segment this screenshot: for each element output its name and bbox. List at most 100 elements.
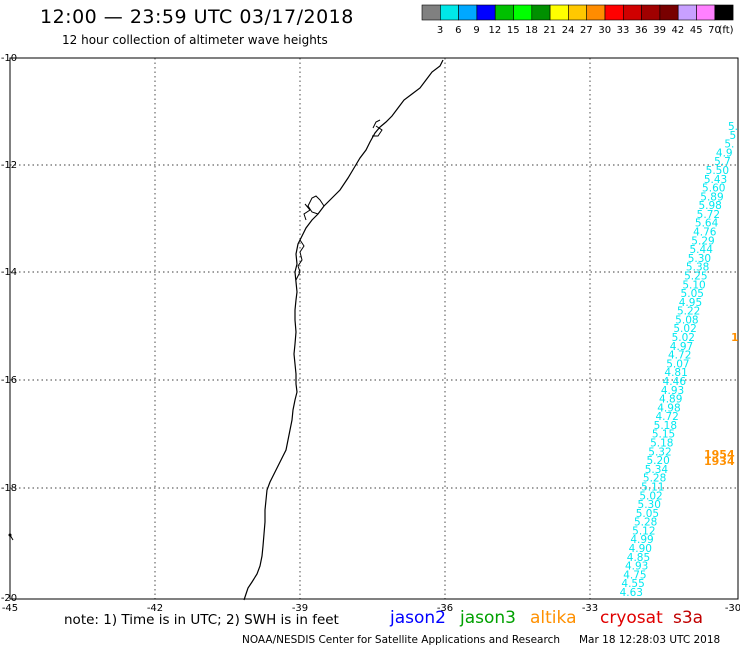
- map-grid: [10, 58, 738, 599]
- wave-height-label: 5.08: [675, 314, 698, 326]
- wave-height-label: 4.93: [625, 561, 648, 573]
- legend-label: 18: [525, 25, 538, 36]
- legend-label: 12: [489, 25, 502, 36]
- legend-label: 36: [635, 25, 648, 36]
- satellite-label-jason2: jason2: [390, 608, 446, 628]
- latitude-label: -12: [1, 160, 17, 171]
- satellite-label-cryosat: cryosat: [600, 608, 663, 628]
- wave-height-label: 5.07: [666, 358, 689, 370]
- longitude-label: -33: [582, 603, 598, 614]
- wave-height-label: 5.89: [700, 191, 723, 203]
- legend-label: 27: [580, 25, 593, 36]
- wave-height-label: 4.85: [627, 552, 650, 564]
- satellite-label-altika: altika: [530, 608, 577, 628]
- wave-height-label: 5.38: [686, 262, 709, 274]
- wave-height-label: 5.25: [684, 270, 707, 282]
- wave-height-label: 5.: [724, 139, 734, 151]
- coastline: [243, 59, 444, 601]
- wave-height-label-altika: 1934: [704, 455, 735, 468]
- wave-height-label: 5.29: [691, 235, 714, 247]
- wave-height-label: 4.72: [668, 350, 691, 362]
- legend-label: 9: [473, 25, 479, 36]
- coastline-bay: [295, 119, 383, 281]
- longitude-label: -39: [292, 603, 308, 614]
- legend-label: 3: [437, 25, 443, 36]
- latitude-label: -18: [1, 483, 17, 494]
- island-marker-line: [9, 534, 14, 541]
- legend-label: 24: [562, 25, 575, 36]
- wave-height-label: 5.7: [714, 156, 731, 168]
- wave-height-label-altika: 1: [731, 331, 739, 344]
- legend-label: 45: [690, 25, 703, 36]
- legend-label: 33: [617, 25, 630, 36]
- wave-height-label: 5.11: [641, 481, 664, 493]
- wave-height-label: 4.81: [664, 367, 687, 379]
- legend-swatch: [714, 4, 734, 21]
- wave-height-label: 4.75: [623, 569, 646, 581]
- wave-height-label: 4.93: [661, 385, 684, 397]
- legend-label: 6: [455, 25, 461, 36]
- wave-height-label: 5.28: [643, 473, 666, 485]
- legend-label: 30: [598, 25, 611, 36]
- wave-height-label: 4.55: [621, 578, 644, 590]
- wave-height-label: 5.34: [645, 464, 669, 476]
- wave-height-label: 5.44: [690, 244, 714, 256]
- wave-height-label: 5.15: [652, 429, 675, 441]
- wave-height-label: 4.89: [659, 394, 682, 406]
- altimeter-tracks: 5.55.4.95.75.505.435.605.895.985.725.644…: [620, 121, 739, 599]
- wave-height-label: 5.28: [634, 517, 657, 529]
- wave-height-label: 5.02: [672, 332, 695, 344]
- wave-height-label: 5.02: [673, 323, 696, 335]
- wave-height-label: 5.: [728, 121, 738, 133]
- wave-height-label: 5.72: [697, 209, 720, 221]
- wave-height-label: 5.18: [650, 438, 673, 450]
- satellite-label-s3a: s3a: [673, 608, 704, 628]
- wave-height-label: 5.30: [688, 253, 711, 265]
- wave-height-label: 5.43: [704, 174, 727, 186]
- wave-height-label: 4.95: [679, 297, 702, 309]
- wave-height-label: 5: [730, 130, 737, 142]
- wave-height-label: 4.63: [620, 587, 643, 599]
- longitude-label: -36: [437, 603, 453, 614]
- satellite-label-jason3: jason3: [460, 608, 516, 628]
- longitude-label: -30: [725, 603, 740, 614]
- latitude-label: -16: [1, 375, 17, 386]
- wave-height-label: 5.98: [698, 200, 721, 212]
- wave-height-label: 5.60: [702, 183, 725, 195]
- wave-height-label-altika: 1954: [704, 448, 735, 461]
- latitude-label: -20: [1, 593, 17, 604]
- wave-height-label: 4.98: [657, 402, 680, 414]
- wave-height-label: 4.97: [670, 341, 693, 353]
- legend-label: 21: [543, 25, 556, 36]
- wave-height-label: 4.9: [716, 147, 733, 159]
- wave-height-label: 5.64: [695, 218, 719, 230]
- wave-height-label: 4.46: [663, 376, 687, 388]
- generation-timestamp: Mar 18 12:28:03 UTC 2018: [579, 634, 721, 646]
- map-frame: [9, 57, 739, 600]
- wave-height-label: 5.50: [706, 165, 729, 177]
- wave-height-label: 4.99: [630, 534, 653, 546]
- longitude-label: -45: [2, 603, 18, 614]
- latitude-label: -10: [1, 53, 17, 64]
- legend-label: 42: [672, 25, 685, 36]
- wave-height-label: 4.76: [693, 227, 717, 239]
- units-note: note: 1) Time is in UTC; 2) SWH is in fe…: [64, 612, 339, 628]
- wave-height-label: 5.30: [638, 499, 661, 511]
- wave-height-label: 5.32: [648, 446, 671, 458]
- wave-height-label: 5.05: [636, 508, 659, 520]
- wave-height-label: 5.20: [646, 455, 669, 467]
- wave-height-label: 4.90: [629, 543, 652, 555]
- wave-height-label: 5.22: [677, 306, 700, 318]
- latitude-label: -14: [1, 267, 17, 278]
- wave-height-label: 4.72: [655, 411, 678, 423]
- wave-height-label: 5.12: [632, 525, 655, 537]
- longitude-label: -42: [147, 603, 163, 614]
- wave-height-label: 5.10: [682, 279, 705, 291]
- wave-height-label: 5.02: [639, 490, 662, 502]
- legend-label: 70: [708, 25, 721, 36]
- legend-label: 15: [507, 25, 520, 36]
- legend-label: 39: [653, 25, 666, 36]
- map-title: 12:00 — 23:59 UTC 03/17/2018: [40, 6, 354, 28]
- color-legend: 3 6 9 12 15 18 21 24 27 30 33 36 39 42 45 70(ft): [421, 4, 734, 36]
- wave-height-label: 5.18: [654, 420, 677, 432]
